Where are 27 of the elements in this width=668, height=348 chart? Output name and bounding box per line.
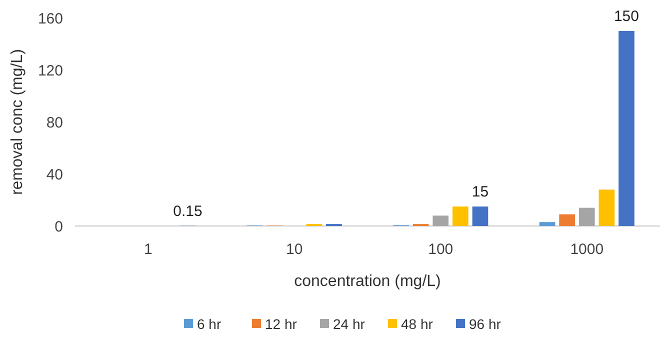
x-tick-label: 100 xyxy=(428,241,454,258)
legend-label: 24 hr xyxy=(333,316,366,332)
bar xyxy=(559,214,575,226)
y-tick-label: 120 xyxy=(38,62,63,80)
bar xyxy=(452,206,468,226)
legend-label: 96 hr xyxy=(469,316,502,332)
x-tick-label: 1 xyxy=(144,241,152,258)
y-axis-title: removal conc (mg/L) xyxy=(9,49,26,195)
x-tick-label: 1000 xyxy=(570,241,604,258)
y-tick-label: 40 xyxy=(46,166,63,184)
data-label: 0.15 xyxy=(173,202,202,220)
bar xyxy=(472,206,488,226)
data-label: 15 xyxy=(472,184,489,200)
x-axis-title: concentration (mg/L) xyxy=(294,273,441,290)
y-tick-label: 160 xyxy=(38,10,63,28)
legend-label: 48 hr xyxy=(401,316,434,332)
bar xyxy=(578,208,595,226)
legend-label: 6 hr xyxy=(197,316,222,332)
bar xyxy=(432,216,449,226)
y-tick-label: 0 xyxy=(54,218,63,236)
data-label: 150 xyxy=(614,8,639,25)
legend-label: 12 hr xyxy=(265,316,298,332)
bar xyxy=(539,222,556,226)
bar xyxy=(618,31,634,226)
bar xyxy=(598,190,615,226)
x-tick-label: 10 xyxy=(286,241,303,258)
y-tick-label: 80 xyxy=(46,114,63,132)
